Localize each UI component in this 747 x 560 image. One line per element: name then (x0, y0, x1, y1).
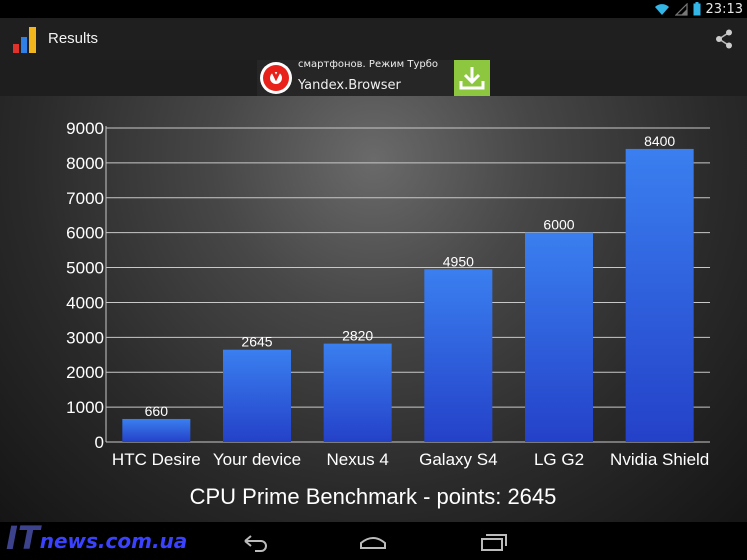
ad-banner[interactable]: смартфонов. Режим Турбо Yandex.Browser (257, 59, 490, 96)
bar (424, 269, 493, 442)
ad-text-line2: Yandex.Browser (298, 78, 401, 93)
y-tick-label: 3000 (66, 328, 104, 347)
bar (223, 349, 291, 442)
page-title: Results (48, 30, 99, 47)
benchmark-chart: 0 1000 2000 3000 4000 5000 6000 7000 8000 9000 660… (66, 119, 710, 509)
chart-title: CPU Prime Benchmark - points: 2645 (190, 484, 557, 509)
action-bar: Results (0, 18, 747, 61)
y-tick-label: 0 (95, 433, 104, 452)
y-tick-label: 8000 (66, 154, 104, 173)
home-icon[interactable] (358, 530, 388, 552)
bar (122, 418, 191, 442)
data-label: 6000 (543, 217, 574, 233)
battery-icon (693, 2, 701, 16)
back-icon[interactable] (241, 530, 271, 552)
navigation-bar (0, 522, 747, 560)
clock: 23:13 (705, 1, 743, 17)
watermark-news: news.com.ua (39, 529, 188, 553)
y-tick-label: 5000 (66, 259, 104, 278)
chart-background (0, 96, 747, 522)
y-tick-label: 7000 (66, 189, 104, 208)
y-tick-label: 9000 (66, 119, 104, 138)
y-tick-label: 4000 (66, 293, 104, 312)
data-label: 2820 (342, 328, 373, 344)
y-tick-label: 2000 (66, 363, 104, 382)
x-tick-label: Nvidia Shield (610, 450, 709, 469)
status-bar: 23:13 (0, 0, 747, 18)
y-tick-label: 1000 (66, 398, 104, 417)
y-tick-label: 6000 (66, 224, 104, 243)
x-tick-label: Galaxy S4 (419, 450, 497, 469)
x-tick-label: HTC Desire (112, 450, 201, 469)
bar (625, 148, 694, 442)
data-label: 660 (145, 403, 169, 419)
bar (525, 232, 593, 442)
wifi-icon (654, 3, 669, 15)
download-icon (459, 67, 485, 90)
data-label: 2645 (241, 334, 272, 350)
ad-strip: смартфонов. Режим Турбо Yandex.Browser (0, 59, 747, 96)
ad-download-button[interactable] (454, 60, 490, 96)
ad-text-line1: смартфонов. Режим Турбо (298, 59, 438, 70)
watermark-logo: IT news.com.ua (6, 515, 187, 557)
data-label: 8400 (644, 133, 675, 149)
bar (323, 343, 392, 442)
x-tick-label: Nexus 4 (326, 450, 388, 469)
yandex-browser-logo-icon (260, 62, 292, 94)
data-label: 4950 (443, 253, 474, 269)
recent-apps-icon[interactable] (478, 530, 508, 552)
status-icons: 23:13 (654, 0, 743, 18)
watermark-it: IT (6, 519, 40, 557)
signal-icon (674, 2, 688, 16)
share-icon[interactable] (715, 29, 733, 49)
app-chart-icon[interactable] (12, 24, 40, 54)
x-tick-label: LG G2 (534, 450, 584, 469)
x-tick-label: Your device (213, 450, 301, 469)
